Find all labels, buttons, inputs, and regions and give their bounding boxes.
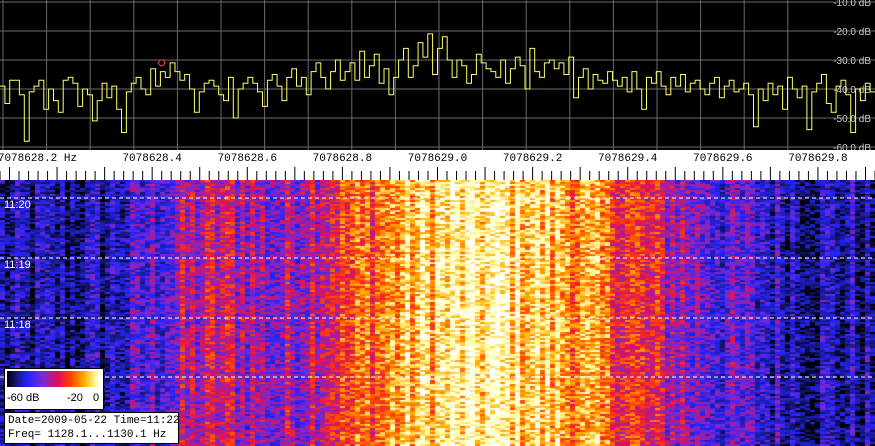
spectrum-peak-marker: [158, 59, 166, 67]
waterfall-time-label: 11:19: [4, 259, 31, 271]
spectrum-y-tick-label: -60.0 dB: [833, 143, 871, 150]
frequency-tick-label: 7078629.2: [503, 153, 562, 165]
colorbar-label-min: -60 dB: [7, 392, 40, 404]
spectrum-y-tick-label: -40.0 dB: [833, 85, 871, 96]
frequency-tick-label: 7078629.6: [693, 153, 752, 165]
frequency-tick-label: 7078629.0: [408, 153, 467, 165]
frequency-tick-label: 7078628.2 Hz: [0, 153, 77, 165]
spectrum-y-tick-label: -10.0 dB: [833, 0, 871, 9]
frequency-tick-label: 7078628.6: [218, 153, 277, 165]
spectrum-y-tick-label: -30.0 dB: [833, 56, 871, 67]
info-frequency-range: Freq= 1128.1...1130.1 Hz: [8, 429, 167, 441]
frequency-tick-label: 7078629.8: [788, 153, 847, 165]
frequency-ticks: [0, 167, 875, 180]
frequency-axis: 7078628.2 Hz 7078628.4 7078628.6 7078628.8 7…: [0, 150, 875, 180]
waterfall-overlay: 11:20 11:19 11:18: [0, 197, 875, 378]
colorbar-label-max: 0: [93, 392, 100, 404]
colorbar-label-mid: -20: [67, 392, 83, 404]
frequency-tick-labels: 7078628.2 Hz 7078628.4 7078628.6 7078628.8 7…: [0, 153, 848, 165]
frequency-tick-label: 7078628.4: [122, 153, 182, 165]
info-date-time: Date=2009-05-22 Time=11:22: [8, 415, 180, 427]
info-panel: Date=2009-05-22 Time=11:22 Freq= 1128.1.…: [4, 412, 180, 444]
waterfall-time-gridlines: [0, 197, 875, 378]
waterfall-time-label: 11:20: [4, 199, 31, 211]
spectrum-plot: -10.0 dB -20.0 dB -30.0 dB -40.0 dB -50.0 dB…: [0, 0, 875, 150]
spectrum-y-tick-label: -20.0 dB: [833, 27, 871, 38]
colorbar-gradient: [7, 371, 101, 387]
spectrum-y-tick-label: -50.0 dB: [833, 114, 871, 125]
waterfall-time-label: 11:18: [4, 319, 31, 331]
waterfall-time-labels: 11:20 11:19 11:18: [4, 199, 31, 331]
waterfall-heatmap: [0, 180, 875, 446]
spectrum-series-line: [0, 33, 875, 142]
colorbar-legend: -60 dB -20 0: [4, 368, 104, 410]
frequency-tick-label: 7078628.8: [313, 153, 372, 165]
spectrum-y-tick-labels: -10.0 dB -20.0 dB -30.0 dB -40.0 dB -50.0 dB…: [833, 0, 871, 150]
frequency-tick-label: 7078629.4: [598, 153, 658, 165]
